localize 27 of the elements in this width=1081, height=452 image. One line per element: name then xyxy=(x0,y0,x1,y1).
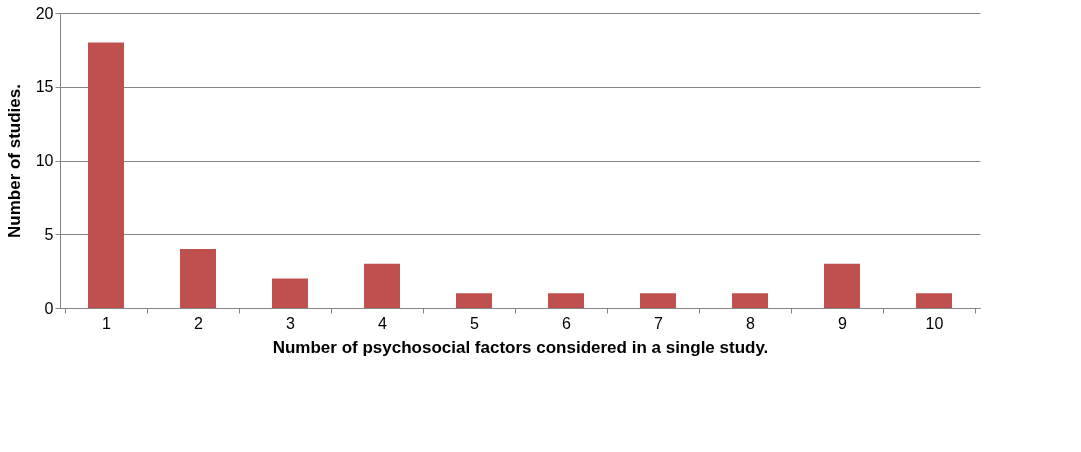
x-tick-label: 4 xyxy=(378,314,388,332)
x-axis-title: Number of psychosocial factors considered in a single study. xyxy=(272,337,769,357)
y-tick-label: 0 xyxy=(44,299,54,317)
bar xyxy=(180,249,216,308)
bar xyxy=(548,293,584,308)
y-axis-title: Number of studies. xyxy=(4,84,24,238)
y-tick-label: 5 xyxy=(44,225,54,243)
x-tick-label: 2 xyxy=(194,314,204,332)
x-tick-label: 1 xyxy=(102,314,112,332)
x-tick-label: 5 xyxy=(470,314,480,332)
bar xyxy=(824,263,860,308)
bar xyxy=(640,293,676,308)
y-tick-label: 15 xyxy=(35,78,54,96)
bar xyxy=(916,293,952,308)
y-tick-label: 20 xyxy=(35,4,54,22)
bar xyxy=(272,278,308,308)
bar xyxy=(88,42,124,308)
x-tick-label: 10 xyxy=(925,314,944,332)
y-tick-label: 10 xyxy=(35,152,54,169)
x-tick-label: 6 xyxy=(562,314,572,332)
bar xyxy=(732,293,768,308)
x-tick-label: 7 xyxy=(654,314,664,332)
x-tick-label: 9 xyxy=(838,314,848,332)
x-tick-label: 8 xyxy=(746,314,756,332)
x-tick-label: 3 xyxy=(286,314,296,332)
bar xyxy=(456,293,492,308)
bar xyxy=(364,263,400,308)
